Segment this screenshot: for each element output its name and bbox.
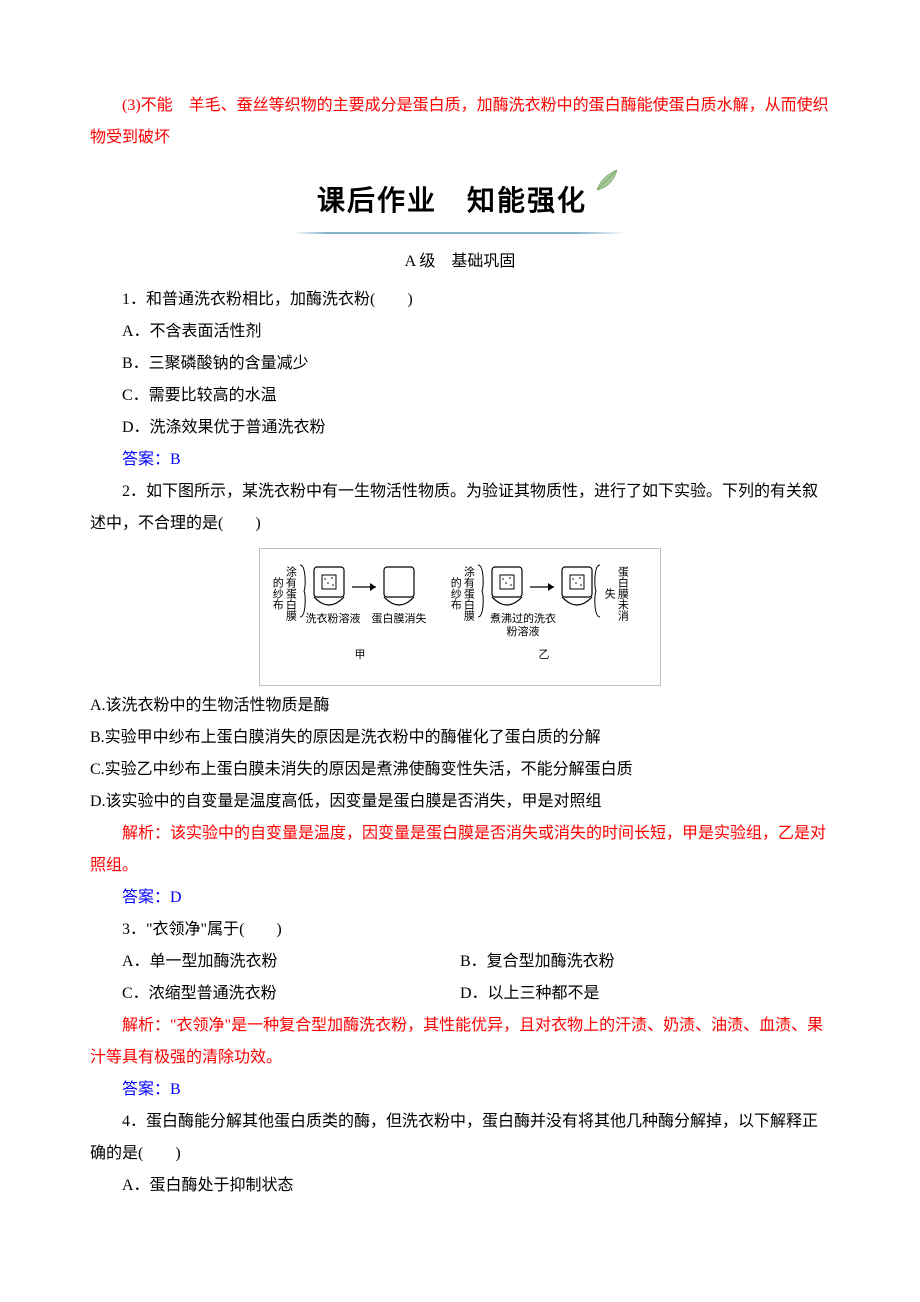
q2-right-side-vlabel: 蛋白膜未消失 [602,563,628,623]
section-banner: 课后作业 知能强化 [90,168,830,236]
q2-caption-left: 甲 [350,649,370,662]
q4-option-a: A．蛋白酶处于抑制状态 [90,1170,830,1202]
q3-option-b: B．复合型加酶洗衣粉 [460,946,830,978]
q2-explain: 解析：该实验中的自变量是温度，因变量是蛋白膜是否消失或消失的时间长短，甲是实验组… [90,818,830,882]
q3-answer: 答案：B [90,1074,830,1106]
q3-option-c: C．浓缩型普通洗衣粉 [90,978,460,1010]
q2-left-vlabel: 涂有蛋白膜的纱布 [270,563,296,623]
q2-right-vlabel: 涂有蛋白膜的纱布 [448,563,474,623]
q1-option-d: D．洗涤效果优于普通洗衣粉 [90,412,830,444]
q1-option-b: B．三聚磷酸钠的含量减少 [90,348,830,380]
q4-stem: 4．蛋白酶能分解其他蛋白质类的酶，但洗衣粉中，蛋白酶并没有将其他几种酶分解掉，以… [90,1106,830,1170]
banner-title: 课后作业 知能强化 [317,186,587,217]
q2-right-bottom1: 煮沸过的洗衣粉溶液 [486,613,560,639]
q1-answer: 答案：B [90,444,830,476]
q2-diagram-svg: 涂有蛋白膜的纱布 洗衣粉溶液 蛋白膜消失 [270,557,650,667]
leaf-icon [591,166,621,208]
q3-explain: 解析："衣领净"是一种复合型加酶洗衣粉，其性能优异，且对衣物上的汗渍、奶渍、油渍… [90,1010,830,1074]
q2-left-bottom2: 蛋白膜消失 [370,613,428,626]
q3-stem: 3．"衣领净"属于( ) [90,914,830,946]
q2-left-bottom1: 洗衣粉溶液 [304,613,362,626]
q2-option-b: B.实验甲中纱布上蛋白膜消失的原因是洗衣粉中的酶催化了蛋白质的分解 [90,722,830,754]
q2-diagram: 涂有蛋白膜的纱布 洗衣粉溶液 蛋白膜消失 [90,548,830,686]
q2-option-c: C.实验乙中纱布上蛋白膜未消失的原因是煮沸使酶变性失活，不能分解蛋白质 [90,754,830,786]
q2-caption-right: 乙 [534,649,554,662]
q3-option-a: A．单一型加酶洗衣粉 [90,946,460,978]
q2-answer: 答案：D [90,882,830,914]
q1-option-c: C．需要比较高的水温 [90,380,830,412]
q2-option-a: A.该洗衣粉中的生物活性物质是酶 [90,690,830,722]
q2-stem: 2．如下图所示，某洗衣粉中有一生物活性物质。为验证其物质性，进行了如下实验。下列… [90,476,830,540]
q1-option-a: A．不含表面活性剂 [90,316,830,348]
q3-option-d: D．以上三种都不是 [460,978,830,1010]
q1-stem: 1．和普通洗衣粉相比，加酶洗衣粉( ) [90,284,830,316]
level-heading: A 级 基础巩固 [90,246,830,278]
intro-answer-3: (3)不能 羊毛、蚕丝等织物的主要成分是蛋白质，加酶洗衣粉中的蛋白酶能使蛋白质水… [90,90,830,154]
q2-option-d: D.该实验中的自变量是温度高低，因变量是蛋白膜是否消失，甲是对照组 [90,786,830,818]
